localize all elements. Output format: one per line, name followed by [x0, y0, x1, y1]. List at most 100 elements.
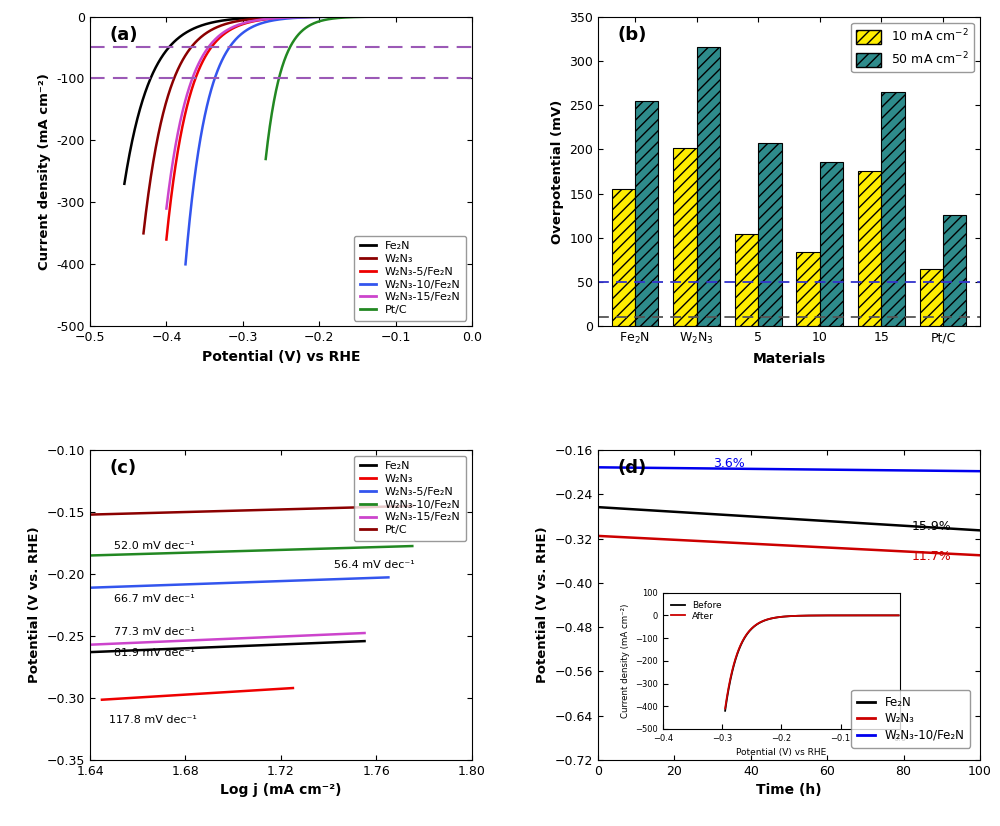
Pt/C: [409, 12, 421, 21]
W₂N₃-10/Fe₂N: [385, 12, 397, 21]
W₂N₃-5/Fe₂N: [197, 56, 209, 66]
Text: (c): (c): [109, 459, 136, 477]
Fe₂N: [160, 46, 172, 56]
Legend: Fe₂N, W₂N₃, W₂N₃-5/Fe₂N, W₂N₃-10/Fe₂N, W₂N₃-15/Fe₂N, Pt/C: Fe₂N, W₂N₃, W₂N₃-5/Fe₂N, W₂N₃-10/Fe₂N, W…: [354, 456, 466, 541]
Fe₂N: [773, 513, 785, 523]
W₂N₃: [592, 531, 604, 541]
Y-axis label: Potential (V vs. RHE): Potential (V vs. RHE): [28, 527, 41, 683]
W₂N₃-10/Fe₂N: [272, 15, 284, 25]
Line: W₂N₃-5/Fe₂N: W₂N₃-5/Fe₂N: [166, 17, 470, 240]
Fe₂N: [965, 525, 977, 534]
W₂N₃: [464, 12, 476, 21]
W₂N₃: [137, 228, 149, 238]
Legend: Fe₂N, W₂N₃, W₂N₃-5/Fe₂N, W₂N₃-10/Fe₂N, W₂N₃-15/Fe₂N, Pt/C: Fe₂N, W₂N₃, W₂N₃-5/Fe₂N, W₂N₃-10/Fe₂N, W…: [354, 235, 466, 320]
W₂N₃-5/Fe₂N: [380, 12, 392, 21]
W₂N₃: [776, 540, 788, 550]
W₂N₃-10/Fe₂N: [179, 259, 191, 269]
W₂N₃: [799, 541, 811, 551]
Text: 3.6%: 3.6%: [713, 457, 744, 470]
Pt/C: [260, 154, 272, 164]
Bar: [820, 162, 843, 326]
Pt/C: [284, 41, 296, 51]
Fe₂N: [336, 12, 348, 21]
W₂N₃-5/Fe₂N: [259, 14, 271, 24]
Bar: [673, 149, 697, 326]
Y-axis label: Overpotential (mV): Overpotential (mV): [551, 99, 564, 244]
W₂N₃: [177, 55, 189, 64]
W₂N₃-15/Fe₂N: [197, 50, 209, 60]
W₂N₃-15/Fe₂N: [160, 204, 172, 214]
W₂N₃-10/Fe₂N: [776, 464, 788, 474]
Bar: [858, 170, 881, 326]
W₂N₃: [267, 12, 279, 22]
W₂N₃: [244, 14, 256, 24]
Pt/C: [464, 12, 476, 21]
Text: 81.9 mV dec⁻¹: 81.9 mV dec⁻¹: [114, 648, 195, 658]
Pt/C: [389, 12, 401, 21]
Fe₂N: [368, 12, 380, 21]
Legend: Fe₂N, W₂N₃, W₂N₃-10/Fe₂N: Fe₂N, W₂N₃, W₂N₃-10/Fe₂N: [851, 690, 970, 748]
Text: (b): (b): [617, 26, 646, 44]
W₂N₃: [819, 543, 831, 553]
Line: W₂N₃: W₂N₃: [143, 17, 470, 233]
Bar: [612, 189, 635, 326]
Fe₂N: [255, 12, 267, 22]
W₂N₃-5/Fe₂N: [281, 12, 293, 22]
Pt/C: [407, 12, 419, 21]
Bar: [796, 252, 820, 326]
W₂N₃-5/Fe₂N: [160, 235, 172, 244]
W₂N₃-15/Fe₂N: [352, 12, 364, 21]
W₂N₃: [343, 12, 355, 21]
W₂N₃: [375, 12, 387, 21]
W₂N₃-10/Fe₂N: [359, 12, 371, 21]
W₂N₃-15/Fe₂N: [281, 12, 293, 22]
Line: W₂N₃-10/Fe₂N: W₂N₃-10/Fe₂N: [598, 468, 980, 471]
Y-axis label: Potential (V vs. RHE): Potential (V vs. RHE): [536, 527, 549, 683]
Fe₂N: [905, 521, 917, 531]
Y-axis label: Current density (mA cm⁻²): Current density (mA cm⁻²): [38, 73, 51, 270]
Text: 77.3 mV dec⁻¹: 77.3 mV dec⁻¹: [114, 627, 195, 638]
Bar: [758, 143, 782, 326]
Line: Pt/C: Pt/C: [266, 17, 470, 159]
X-axis label: Materials: Materials: [752, 352, 826, 366]
W₂N₃: [974, 550, 986, 560]
Bar: [635, 101, 658, 326]
W₂N₃-15/Fe₂N: [464, 12, 476, 21]
Bar: [943, 215, 966, 326]
W₂N₃-10/Fe₂N: [965, 466, 977, 476]
Text: 11.7%: 11.7%: [911, 550, 951, 563]
W₂N₃-10/Fe₂N: [819, 465, 831, 475]
X-axis label: Log j (mA cm⁻²): Log j (mA cm⁻²): [220, 783, 342, 797]
Line: W₂N₃-15/Fe₂N: W₂N₃-15/Fe₂N: [166, 17, 470, 209]
Bar: [920, 268, 943, 326]
Bar: [697, 47, 720, 326]
Fe₂N: [118, 179, 130, 189]
X-axis label: Potential (V) vs RHE: Potential (V) vs RHE: [202, 349, 360, 363]
Fe₂N: [370, 12, 382, 21]
Bar: [881, 92, 905, 326]
Text: 52.0 mV dec⁻¹: 52.0 mV dec⁻¹: [114, 540, 195, 551]
Text: (a): (a): [109, 26, 138, 44]
W₂N₃-5/Fe₂N: [464, 12, 476, 21]
W₂N₃: [773, 540, 785, 550]
W₂N₃: [905, 547, 917, 557]
W₂N₃: [373, 12, 385, 21]
Pt/C: [326, 14, 338, 24]
Bar: [735, 235, 758, 326]
Fe₂N: [799, 515, 811, 525]
W₂N₃-15/Fe₂N: [259, 14, 271, 24]
Line: Fe₂N: Fe₂N: [598, 507, 980, 530]
Pt/C: [341, 12, 353, 22]
W₂N₃-10/Fe₂N: [974, 466, 986, 476]
Text: (d): (d): [617, 459, 646, 477]
W₂N₃-15/Fe₂N: [380, 12, 392, 21]
W₂N₃-10/Fe₂N: [592, 463, 604, 472]
W₂N₃-10/Fe₂N: [799, 464, 811, 474]
Fe₂N: [231, 14, 243, 24]
Fe₂N: [974, 525, 986, 535]
Line: W₂N₃-10/Fe₂N: W₂N₃-10/Fe₂N: [185, 17, 470, 264]
W₂N₃-10/Fe₂N: [292, 12, 304, 22]
Line: W₂N₃: W₂N₃: [598, 536, 980, 555]
Fe₂N: [592, 502, 604, 512]
W₂N₃-10/Fe₂N: [773, 464, 785, 474]
